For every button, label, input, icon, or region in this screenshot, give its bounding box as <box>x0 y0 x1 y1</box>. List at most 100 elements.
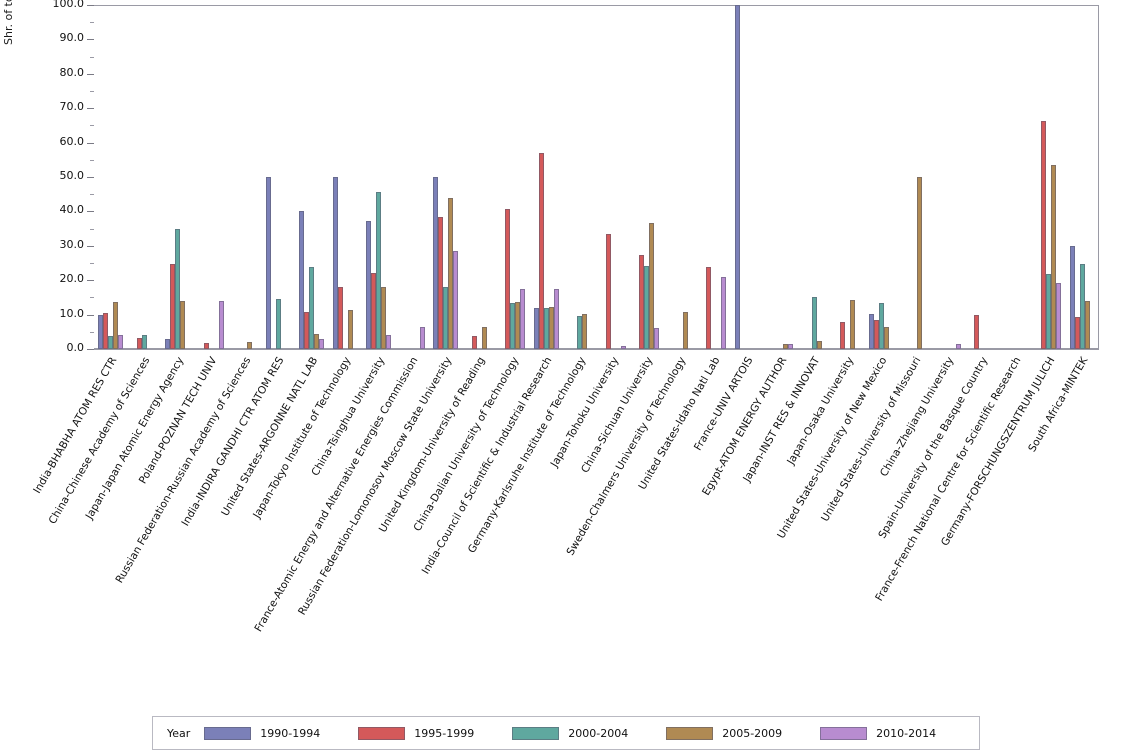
bar[interactable] <box>515 302 521 349</box>
bar[interactable] <box>108 335 114 349</box>
bar-group <box>668 5 694 349</box>
bar[interactable] <box>1084 301 1090 349</box>
bar[interactable] <box>141 334 147 349</box>
bar[interactable] <box>644 266 650 349</box>
bar[interactable] <box>639 255 645 349</box>
x-axis-tick-label: United States-Idaho Natl Lab <box>636 355 723 492</box>
legend-label: 2000-2004 <box>568 726 629 740</box>
bar[interactable] <box>332 177 338 349</box>
bar[interactable] <box>505 209 511 349</box>
bar[interactable] <box>533 308 539 349</box>
bar[interactable] <box>438 217 444 349</box>
legend-item[interactable]: 2005-2009 <box>666 726 810 740</box>
bar[interactable] <box>309 267 315 349</box>
bar[interactable] <box>520 289 526 349</box>
bar[interactable] <box>543 307 549 349</box>
bar[interactable] <box>538 152 544 349</box>
bar[interactable] <box>577 315 583 349</box>
bar[interactable] <box>203 343 209 349</box>
bar[interactable] <box>275 299 281 349</box>
bar[interactable] <box>170 264 176 349</box>
x-axis-tick-label: Japan-INST RES & INNOVAT <box>741 355 823 485</box>
bar-group <box>768 5 794 349</box>
y-axis-minor-tick-mark <box>90 91 94 92</box>
bar[interactable] <box>247 342 253 349</box>
bar[interactable] <box>811 296 817 349</box>
bar[interactable] <box>118 334 124 349</box>
bar[interactable] <box>883 326 889 349</box>
y-axis-title-text: Shr. of top10 publ., frac (%) <box>2 0 15 45</box>
bar[interactable] <box>419 326 425 349</box>
bar[interactable] <box>376 192 382 349</box>
bar[interactable] <box>1069 245 1075 349</box>
legend-label: 2010-2014 <box>876 726 937 740</box>
bar[interactable] <box>98 314 104 349</box>
bar[interactable] <box>620 346 626 349</box>
bar[interactable] <box>582 313 588 349</box>
bar[interactable] <box>955 343 961 349</box>
bar[interactable] <box>299 211 305 349</box>
bar[interactable] <box>873 319 879 349</box>
bar[interactable] <box>868 314 874 349</box>
bar[interactable] <box>721 276 727 349</box>
bar[interactable] <box>510 303 516 349</box>
bar[interactable] <box>548 306 554 349</box>
bar[interactable] <box>878 302 884 349</box>
bar[interactable] <box>974 314 980 349</box>
y-axis-tick-label: 10.0 <box>59 306 85 320</box>
bar[interactable] <box>265 176 271 349</box>
bar[interactable] <box>319 339 325 349</box>
bar[interactable] <box>136 338 142 349</box>
bar[interactable] <box>783 343 789 349</box>
bar[interactable] <box>175 229 181 349</box>
bar[interactable] <box>706 266 712 349</box>
bar[interactable] <box>788 343 794 349</box>
bar[interactable] <box>443 287 449 349</box>
bar[interactable] <box>1079 264 1085 349</box>
bar[interactable] <box>1041 120 1047 349</box>
bar[interactable] <box>816 341 822 349</box>
bar[interactable] <box>734 5 740 349</box>
bar[interactable] <box>553 288 559 349</box>
bar[interactable] <box>481 327 487 349</box>
bar[interactable] <box>850 300 856 349</box>
y-axis-tick-mark <box>87 280 94 282</box>
bar[interactable] <box>471 335 477 349</box>
bar[interactable] <box>314 333 320 349</box>
bar[interactable] <box>654 328 660 349</box>
bar[interactable] <box>165 339 171 349</box>
y-axis-tick-label: 70.0 <box>59 100 85 114</box>
bar[interactable] <box>1046 274 1052 349</box>
bar[interactable] <box>180 300 186 349</box>
bar[interactable] <box>453 250 459 349</box>
legend-item[interactable]: 1995-1999 <box>358 726 502 740</box>
legend-item[interactable]: 1990-1994 <box>204 726 348 740</box>
bar[interactable] <box>381 286 387 349</box>
bar[interactable] <box>448 197 454 349</box>
x-axis-tick-label: China-Tsinghua University <box>309 355 388 479</box>
bar[interactable] <box>1051 164 1057 349</box>
bar[interactable] <box>347 310 353 349</box>
bar[interactable] <box>371 272 377 349</box>
bar[interactable] <box>218 300 224 349</box>
bar[interactable] <box>337 287 343 349</box>
bar[interactable] <box>682 312 688 349</box>
bar[interactable] <box>917 177 923 349</box>
y-axis-tick-label: 60.0 <box>59 134 85 148</box>
x-axis-tick-label: India-INDIRA GANDHI CTR ATOM RES <box>179 355 287 529</box>
legend-item[interactable]: 2010-2014 <box>820 726 964 740</box>
bar[interactable] <box>113 301 119 349</box>
legend-item[interactable]: 2000-2004 <box>512 726 656 740</box>
bar[interactable] <box>304 312 310 349</box>
legend-swatch <box>204 726 252 740</box>
bar[interactable] <box>103 312 109 349</box>
legend-swatch <box>512 726 560 740</box>
bar[interactable] <box>840 321 846 349</box>
bar[interactable] <box>1074 317 1080 349</box>
bar[interactable] <box>649 222 655 349</box>
bar[interactable] <box>386 334 392 349</box>
bar[interactable] <box>1056 283 1062 349</box>
bar[interactable] <box>433 177 439 349</box>
bar[interactable] <box>366 220 372 349</box>
bar[interactable] <box>605 234 611 349</box>
